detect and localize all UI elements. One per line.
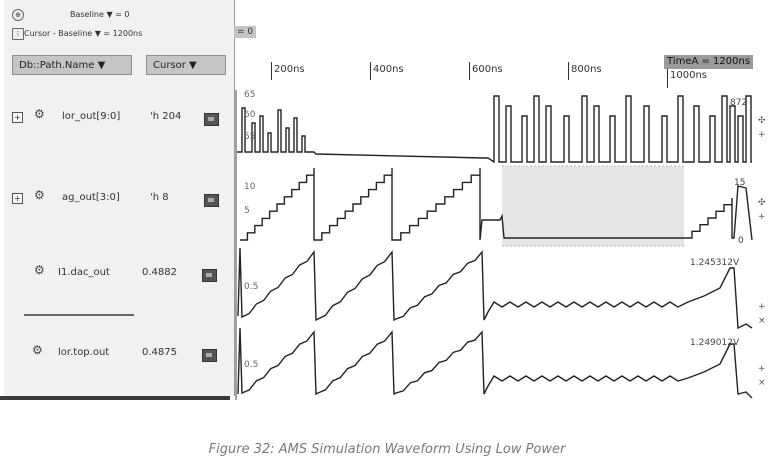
- top-out-waveform: [237, 327, 753, 399]
- row2-cursor-readout-bottom: 0: [738, 236, 744, 246]
- ruler-tick-label: 600ns: [472, 64, 503, 75]
- zoom-out-icon[interactable]: ×: [758, 316, 766, 326]
- analog-signal-icon: ⚙: [34, 263, 45, 277]
- row3-axis-label: 0.5: [244, 282, 259, 292]
- cursor-baseline-label[interactable]: Cursor - Baseline ▼ = 1200ns: [24, 29, 143, 38]
- name-column-header[interactable]: Db::Path.Name ▼: [12, 55, 132, 75]
- move-up-icon[interactable]: ✣: [758, 116, 766, 126]
- ruler-tick: [469, 62, 470, 80]
- panel-bottom-bar: [0, 396, 230, 400]
- ruler-tick-label: 200ns: [274, 64, 305, 75]
- analog-signal-icon: ⚙: [32, 343, 43, 357]
- signal-cursor-value: 0.4882: [142, 267, 177, 278]
- signal-row[interactable]: ⚙ I1.dac_out 0.4882: [4, 258, 234, 298]
- waveforms-svg: [235, 90, 753, 400]
- bus-signal-icon: ⚙: [34, 188, 45, 202]
- signal-format-button[interactable]: [204, 194, 219, 207]
- signal-cursor-value: 0.4875: [142, 347, 177, 358]
- signal-cursor-value: 'h 8: [150, 192, 169, 203]
- ruler-tick: [370, 62, 371, 80]
- row1-axis-label: 65: [244, 90, 256, 100]
- row4-cursor-readout: 1.249012V: [690, 338, 740, 348]
- baseline-info: ⊕ Baseline ▼ = 0 ⁝ Cursor - Baseline ▼ =…: [4, 0, 234, 48]
- ruler-tick: [667, 62, 668, 88]
- move-icon[interactable]: ✣: [758, 198, 766, 208]
- signal-row[interactable]: + ⚙ ag_out[3:0] 'h 8: [4, 183, 234, 223]
- ruler-tick-label: 800ns: [571, 64, 602, 75]
- signal-format-button[interactable]: [202, 269, 217, 282]
- ruler-tick: [271, 62, 272, 80]
- signal-list-panel: ⊕ Baseline ▼ = 0 ⁝ Cursor - Baseline ▼ =…: [4, 0, 235, 396]
- signal-name: ag_out[3:0]: [62, 192, 120, 203]
- signal-name: I1.dac_out: [58, 267, 110, 278]
- ruler-tick: [568, 62, 569, 80]
- row3-cursor-readout: 1.245312V: [690, 258, 740, 268]
- row2-axis-label: 5: [244, 206, 250, 216]
- signal-name: lor.top.out: [58, 347, 110, 358]
- signal-row[interactable]: ⚙ lor.top.out 0.4875: [4, 338, 234, 378]
- row1-axis-label: 60: [244, 110, 256, 120]
- zoom-icon[interactable]: ⊕: [12, 9, 24, 21]
- row-divider: [24, 314, 134, 316]
- zoom-in-icon[interactable]: +: [758, 302, 766, 312]
- signal-row[interactable]: + ⚙ lor_out[9:0] 'h 204: [4, 102, 234, 142]
- ruler-tick-label: 1000ns: [670, 70, 707, 81]
- zoom-in-icon[interactable]: +: [758, 364, 766, 374]
- cursor-icon[interactable]: ⁝: [12, 28, 24, 40]
- row1-cursor-readout: 872: [730, 98, 748, 108]
- signal-name: lor_out[9:0]: [62, 111, 121, 122]
- zoom-out-icon[interactable]: ×: [758, 378, 766, 388]
- waveform-side-controls[interactable]: ✣ + ✣ + + × + ×: [756, 88, 770, 400]
- expand-toggle-icon[interactable]: +: [12, 112, 23, 123]
- signal-format-button[interactable]: [204, 113, 219, 126]
- row2-cursor-readout-top: 15: [734, 178, 746, 188]
- cursor-column-label: Cursor ▼: [153, 60, 197, 71]
- name-column-label: Db::Path.Name ▼: [19, 60, 106, 71]
- dac-out-waveform: [237, 247, 753, 330]
- baseline-value-chip: = 0: [234, 26, 257, 38]
- zoom-in-icon[interactable]: +: [758, 212, 766, 222]
- row1-axis-label: 55: [244, 132, 256, 142]
- row2-axis-label: 10: [244, 182, 256, 192]
- expand-toggle-icon[interactable]: +: [12, 193, 23, 204]
- selection-region: [502, 166, 684, 246]
- zoom-in-icon[interactable]: +: [758, 130, 766, 140]
- bus-signal-icon: ⚙: [34, 107, 45, 121]
- signal-format-button[interactable]: [202, 349, 217, 362]
- ruler-tick-label: 400ns: [373, 64, 404, 75]
- ag-out-waveform: [240, 168, 753, 241]
- lor-out-waveform: [237, 95, 752, 164]
- cursor-column-header[interactable]: Cursor ▼: [146, 55, 226, 75]
- time-a-cursor-badge[interactable]: TimeA = 1200ns: [664, 55, 754, 69]
- signal-cursor-value: 'h 204: [150, 111, 182, 122]
- figure-caption: Figure 32: AMS Simulation Waveform Using…: [208, 442, 566, 457]
- row4-axis-label: 0.5: [244, 360, 259, 370]
- baseline-label[interactable]: Baseline ▼ = 0: [70, 10, 130, 19]
- waveform-area[interactable]: 65 60 55 872 10 5 15 0 0.5 1.245312V 0.5…: [234, 88, 754, 400]
